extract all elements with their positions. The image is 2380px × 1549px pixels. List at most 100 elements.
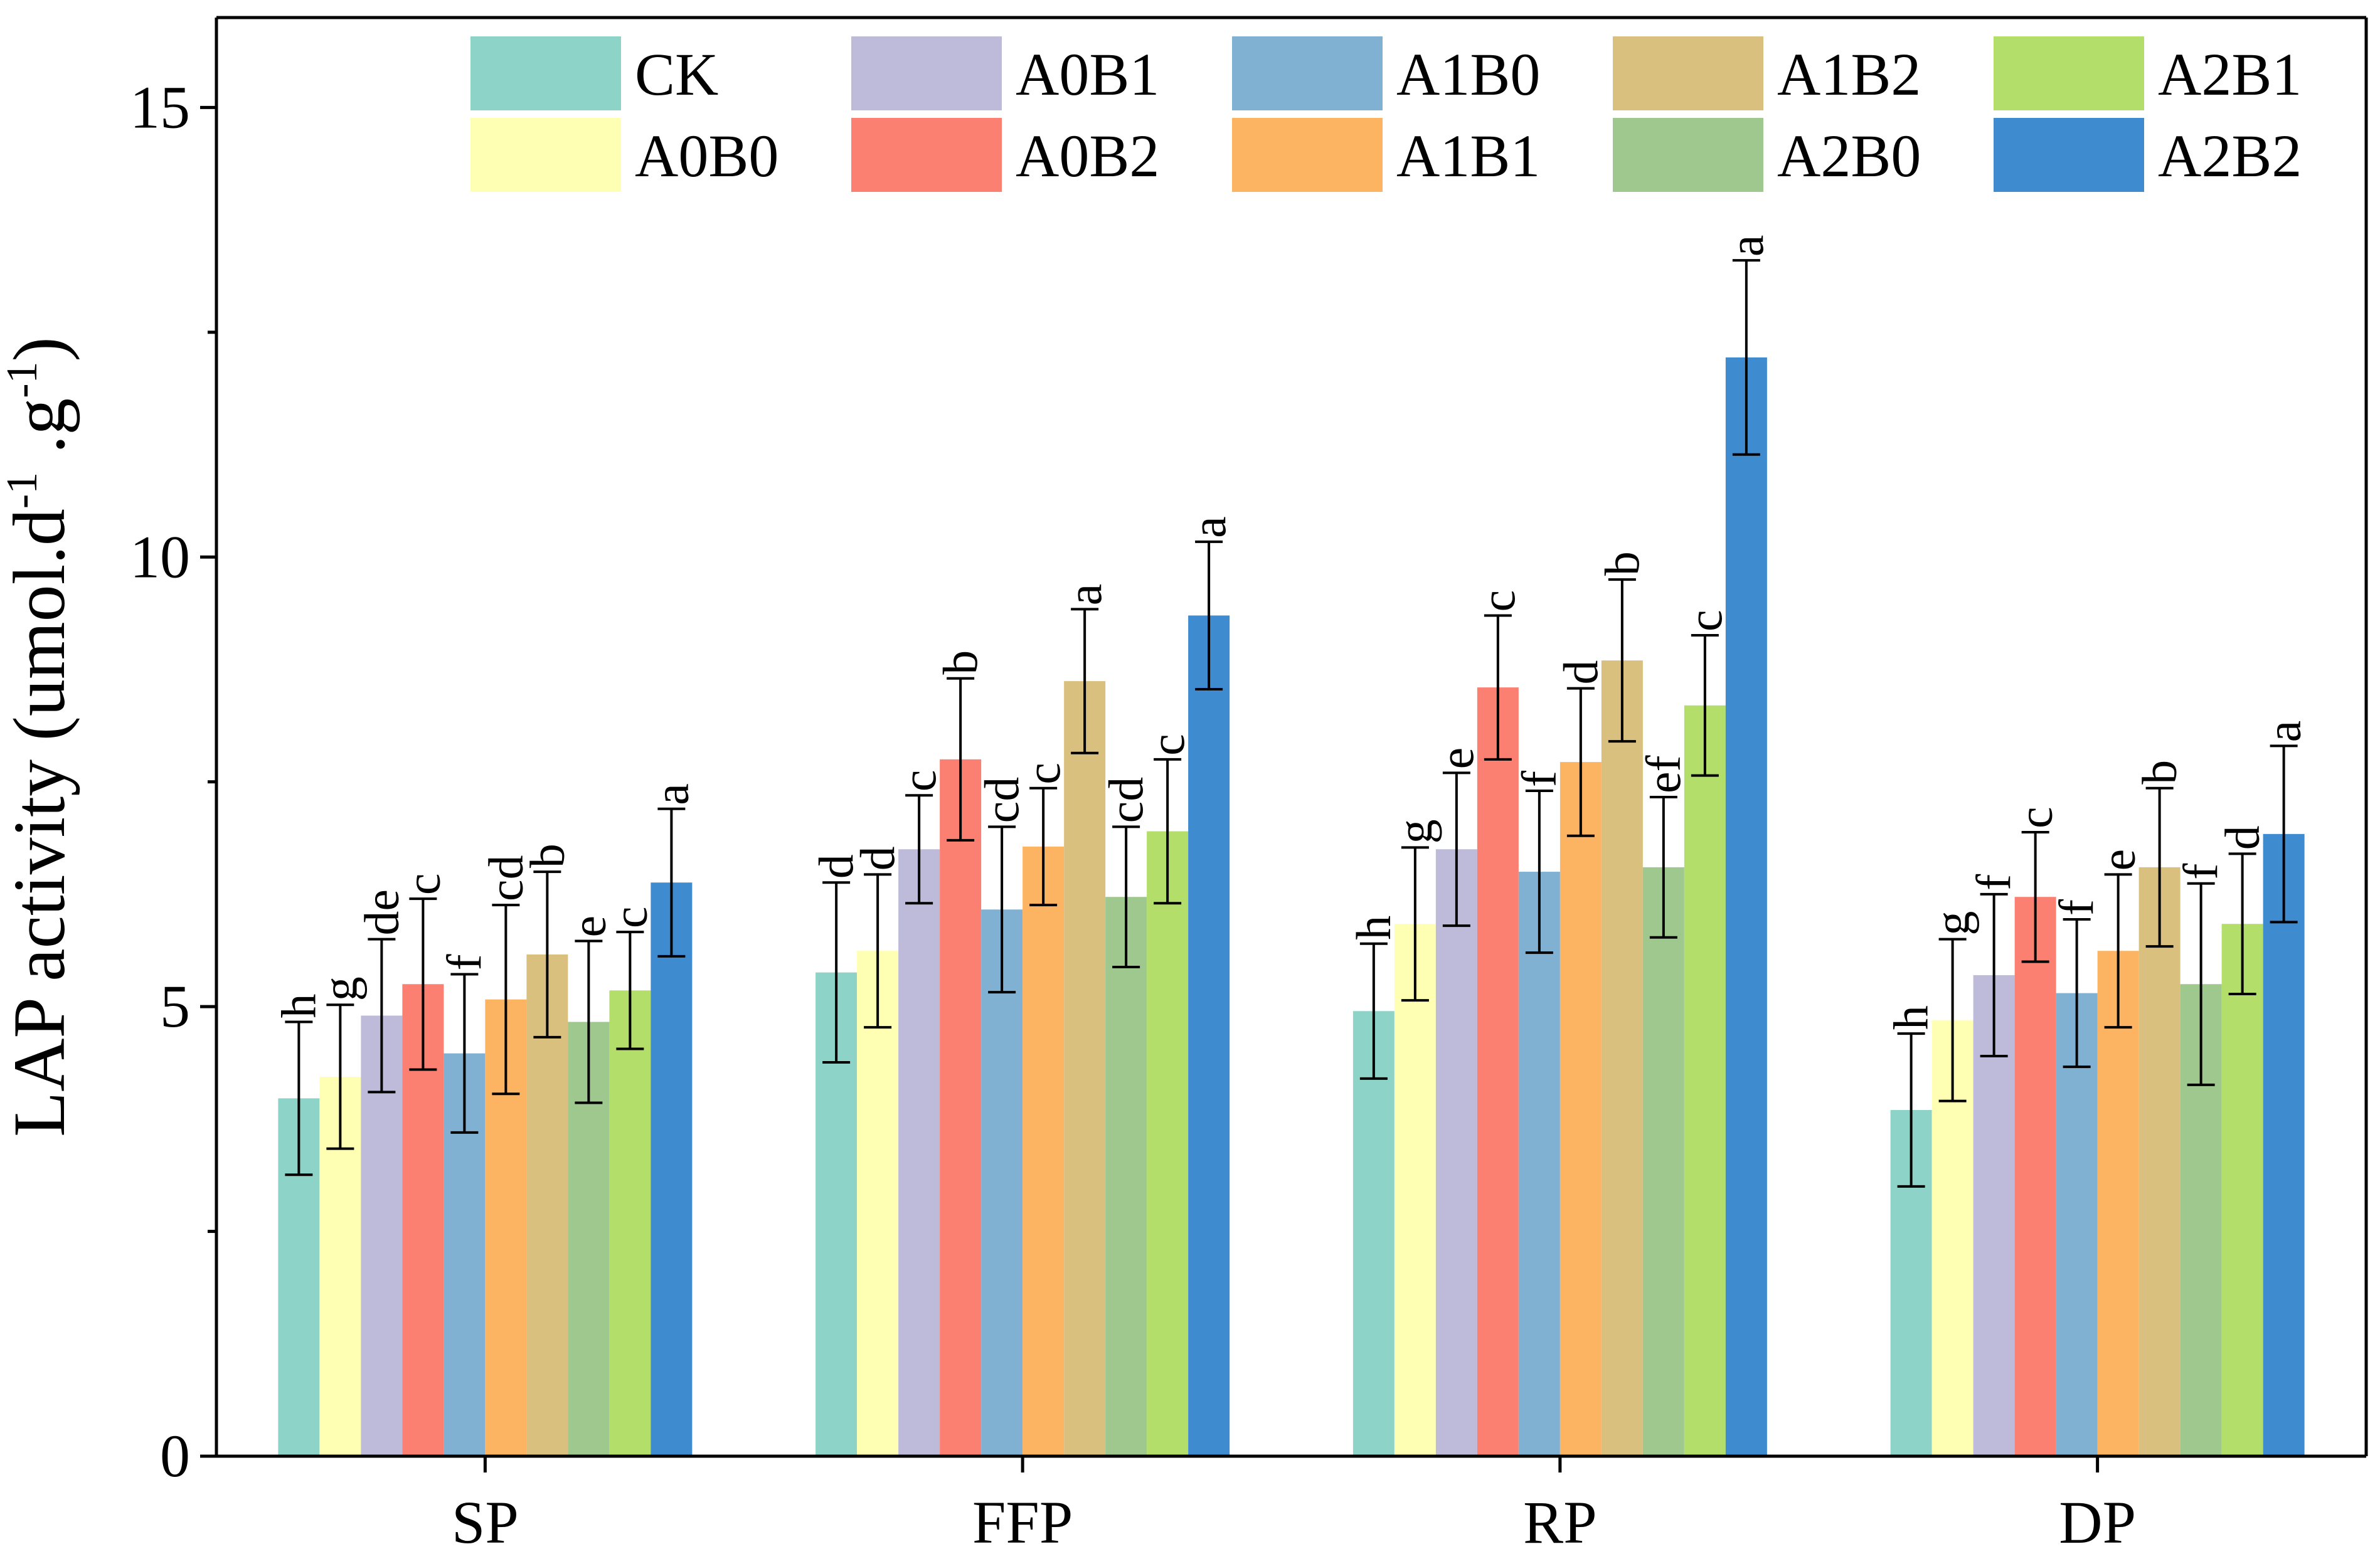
significance-letter: d bbox=[809, 854, 863, 879]
significance-letter: a bbox=[2256, 721, 2311, 743]
legend-label: A1B0 bbox=[1396, 41, 1540, 108]
y-tick-label: 5 bbox=[160, 973, 190, 1040]
significance-letter: f bbox=[2174, 864, 2228, 880]
bar bbox=[1601, 660, 1643, 1456]
bar bbox=[2056, 993, 2098, 1456]
y-axis-title-part: LAP activity (umol.d bbox=[0, 509, 80, 1137]
significance-letter: d bbox=[2215, 825, 2270, 850]
significance-letter: ef bbox=[1636, 755, 1691, 793]
legend-label: A1B1 bbox=[1396, 122, 1540, 189]
bar bbox=[2138, 867, 2181, 1456]
legend-label: A1B2 bbox=[1777, 41, 1921, 108]
bar bbox=[1352, 1011, 1395, 1456]
bar bbox=[1023, 846, 1065, 1456]
y-tick-label: 15 bbox=[130, 73, 190, 140]
significance-letter: c bbox=[395, 873, 450, 895]
bar bbox=[1188, 615, 1230, 1456]
bars-layer bbox=[278, 357, 2305, 1456]
significance-letter: h bbox=[1346, 916, 1401, 940]
bar bbox=[857, 951, 899, 1456]
significance-letter: b bbox=[519, 843, 574, 868]
bar bbox=[2263, 833, 2305, 1456]
legend-swatch bbox=[1232, 36, 1383, 110]
significance-letter: a bbox=[1057, 584, 1112, 606]
y-axis-title-layer: LAP activity (umol.d-1​ .g-1​) bbox=[0, 337, 80, 1137]
significance-letter: g bbox=[1925, 911, 1980, 936]
legend-swatch bbox=[470, 36, 621, 110]
significance-letter: g bbox=[1388, 819, 1442, 843]
bar bbox=[1147, 831, 1189, 1456]
significance-letters-layer: hgdecfcdbecaddcbcdcacdcahgecfdbefcahgfcf… bbox=[271, 235, 2310, 1030]
significance-letter: b bbox=[2132, 760, 2187, 785]
significance-letter: g bbox=[312, 976, 367, 1001]
bar bbox=[981, 909, 1023, 1456]
legend-swatch bbox=[851, 118, 1002, 192]
legend-swatch bbox=[1232, 118, 1383, 192]
significance-letter: c bbox=[1140, 734, 1194, 756]
significance-letter: a bbox=[644, 783, 698, 805]
error-bars-layer bbox=[285, 259, 2298, 1188]
y-axis-title-superscript: -1 bbox=[0, 361, 46, 398]
legend-swatch bbox=[1994, 118, 2144, 192]
y-tick-label: 10 bbox=[130, 523, 190, 590]
legend-swatch bbox=[1994, 36, 2144, 110]
significance-letter: c bbox=[2008, 806, 2063, 828]
legend-swatch bbox=[1613, 36, 1763, 110]
bar bbox=[1435, 849, 1477, 1456]
significance-letter: d bbox=[1553, 660, 1608, 685]
significance-letter: c bbox=[891, 770, 946, 792]
significance-letter: h bbox=[1884, 1005, 1938, 1030]
y-tick-label: 0 bbox=[160, 1422, 190, 1489]
legend-swatch bbox=[470, 118, 621, 192]
axes-layer: SP FFP RP DP 0 5 10 15 bbox=[130, 16, 2368, 1549]
legend-label: A2B1 bbox=[2158, 41, 2302, 108]
significance-letter: c bbox=[1470, 590, 1525, 612]
significance-letter: b bbox=[1595, 551, 1649, 576]
y-axis-title: LAP activity (umol.d-1​ .g-1​) bbox=[0, 337, 80, 1137]
significance-letter: cd bbox=[478, 855, 533, 901]
significance-letter: d bbox=[850, 846, 905, 870]
significance-letter: e bbox=[561, 916, 615, 938]
legend-swatch bbox=[1613, 118, 1763, 192]
y-axis-title-part: ) bbox=[0, 337, 80, 361]
legend-label: A0B1 bbox=[1016, 41, 1159, 108]
bar bbox=[2097, 951, 2139, 1456]
bar bbox=[1394, 924, 1436, 1456]
bar bbox=[1105, 897, 1147, 1456]
bar bbox=[898, 849, 940, 1456]
bar bbox=[1642, 867, 1684, 1456]
significance-letter: cd bbox=[1098, 777, 1153, 823]
legend-label: A2B2 bbox=[2158, 122, 2302, 189]
bar bbox=[1684, 705, 1726, 1456]
bar bbox=[1725, 357, 1767, 1456]
bar bbox=[1559, 762, 1602, 1456]
bar bbox=[940, 759, 982, 1456]
x-tick-label: FFP bbox=[972, 1489, 1073, 1549]
significance-letter: b bbox=[933, 650, 987, 675]
bar bbox=[1064, 681, 1106, 1456]
significance-letter: e bbox=[1429, 748, 1484, 769]
significance-letter: c bbox=[1677, 610, 1732, 632]
significance-letter: cd bbox=[974, 777, 1029, 823]
legend-label: CK bbox=[635, 41, 718, 108]
significance-letter: f bbox=[2049, 899, 2104, 916]
bar bbox=[1518, 872, 1560, 1456]
significance-letter: c bbox=[1016, 763, 1070, 785]
significance-letter: f bbox=[1512, 771, 1566, 787]
x-tick-label: RP bbox=[1523, 1489, 1596, 1549]
legend-swatch bbox=[851, 36, 1002, 110]
bar bbox=[2014, 897, 2056, 1456]
significance-letter: h bbox=[271, 993, 326, 1018]
significance-letter: f bbox=[437, 954, 491, 971]
y-axis-title-part: .g bbox=[0, 398, 80, 472]
legend-label: A0B0 bbox=[635, 122, 778, 189]
legend: CK A0B0 A0B1 A0B2 A1B0 A1B1 A1B2 A2B0 A2B1 A2B2 bbox=[470, 36, 2302, 192]
significance-letter: c bbox=[602, 906, 657, 928]
bar bbox=[609, 990, 651, 1456]
significance-letter: a bbox=[1181, 516, 1236, 538]
significance-letter: f bbox=[1967, 874, 2021, 891]
bar bbox=[651, 882, 693, 1456]
significance-letter: a bbox=[1719, 235, 1773, 256]
x-tick-label: DP bbox=[2059, 1489, 2136, 1549]
